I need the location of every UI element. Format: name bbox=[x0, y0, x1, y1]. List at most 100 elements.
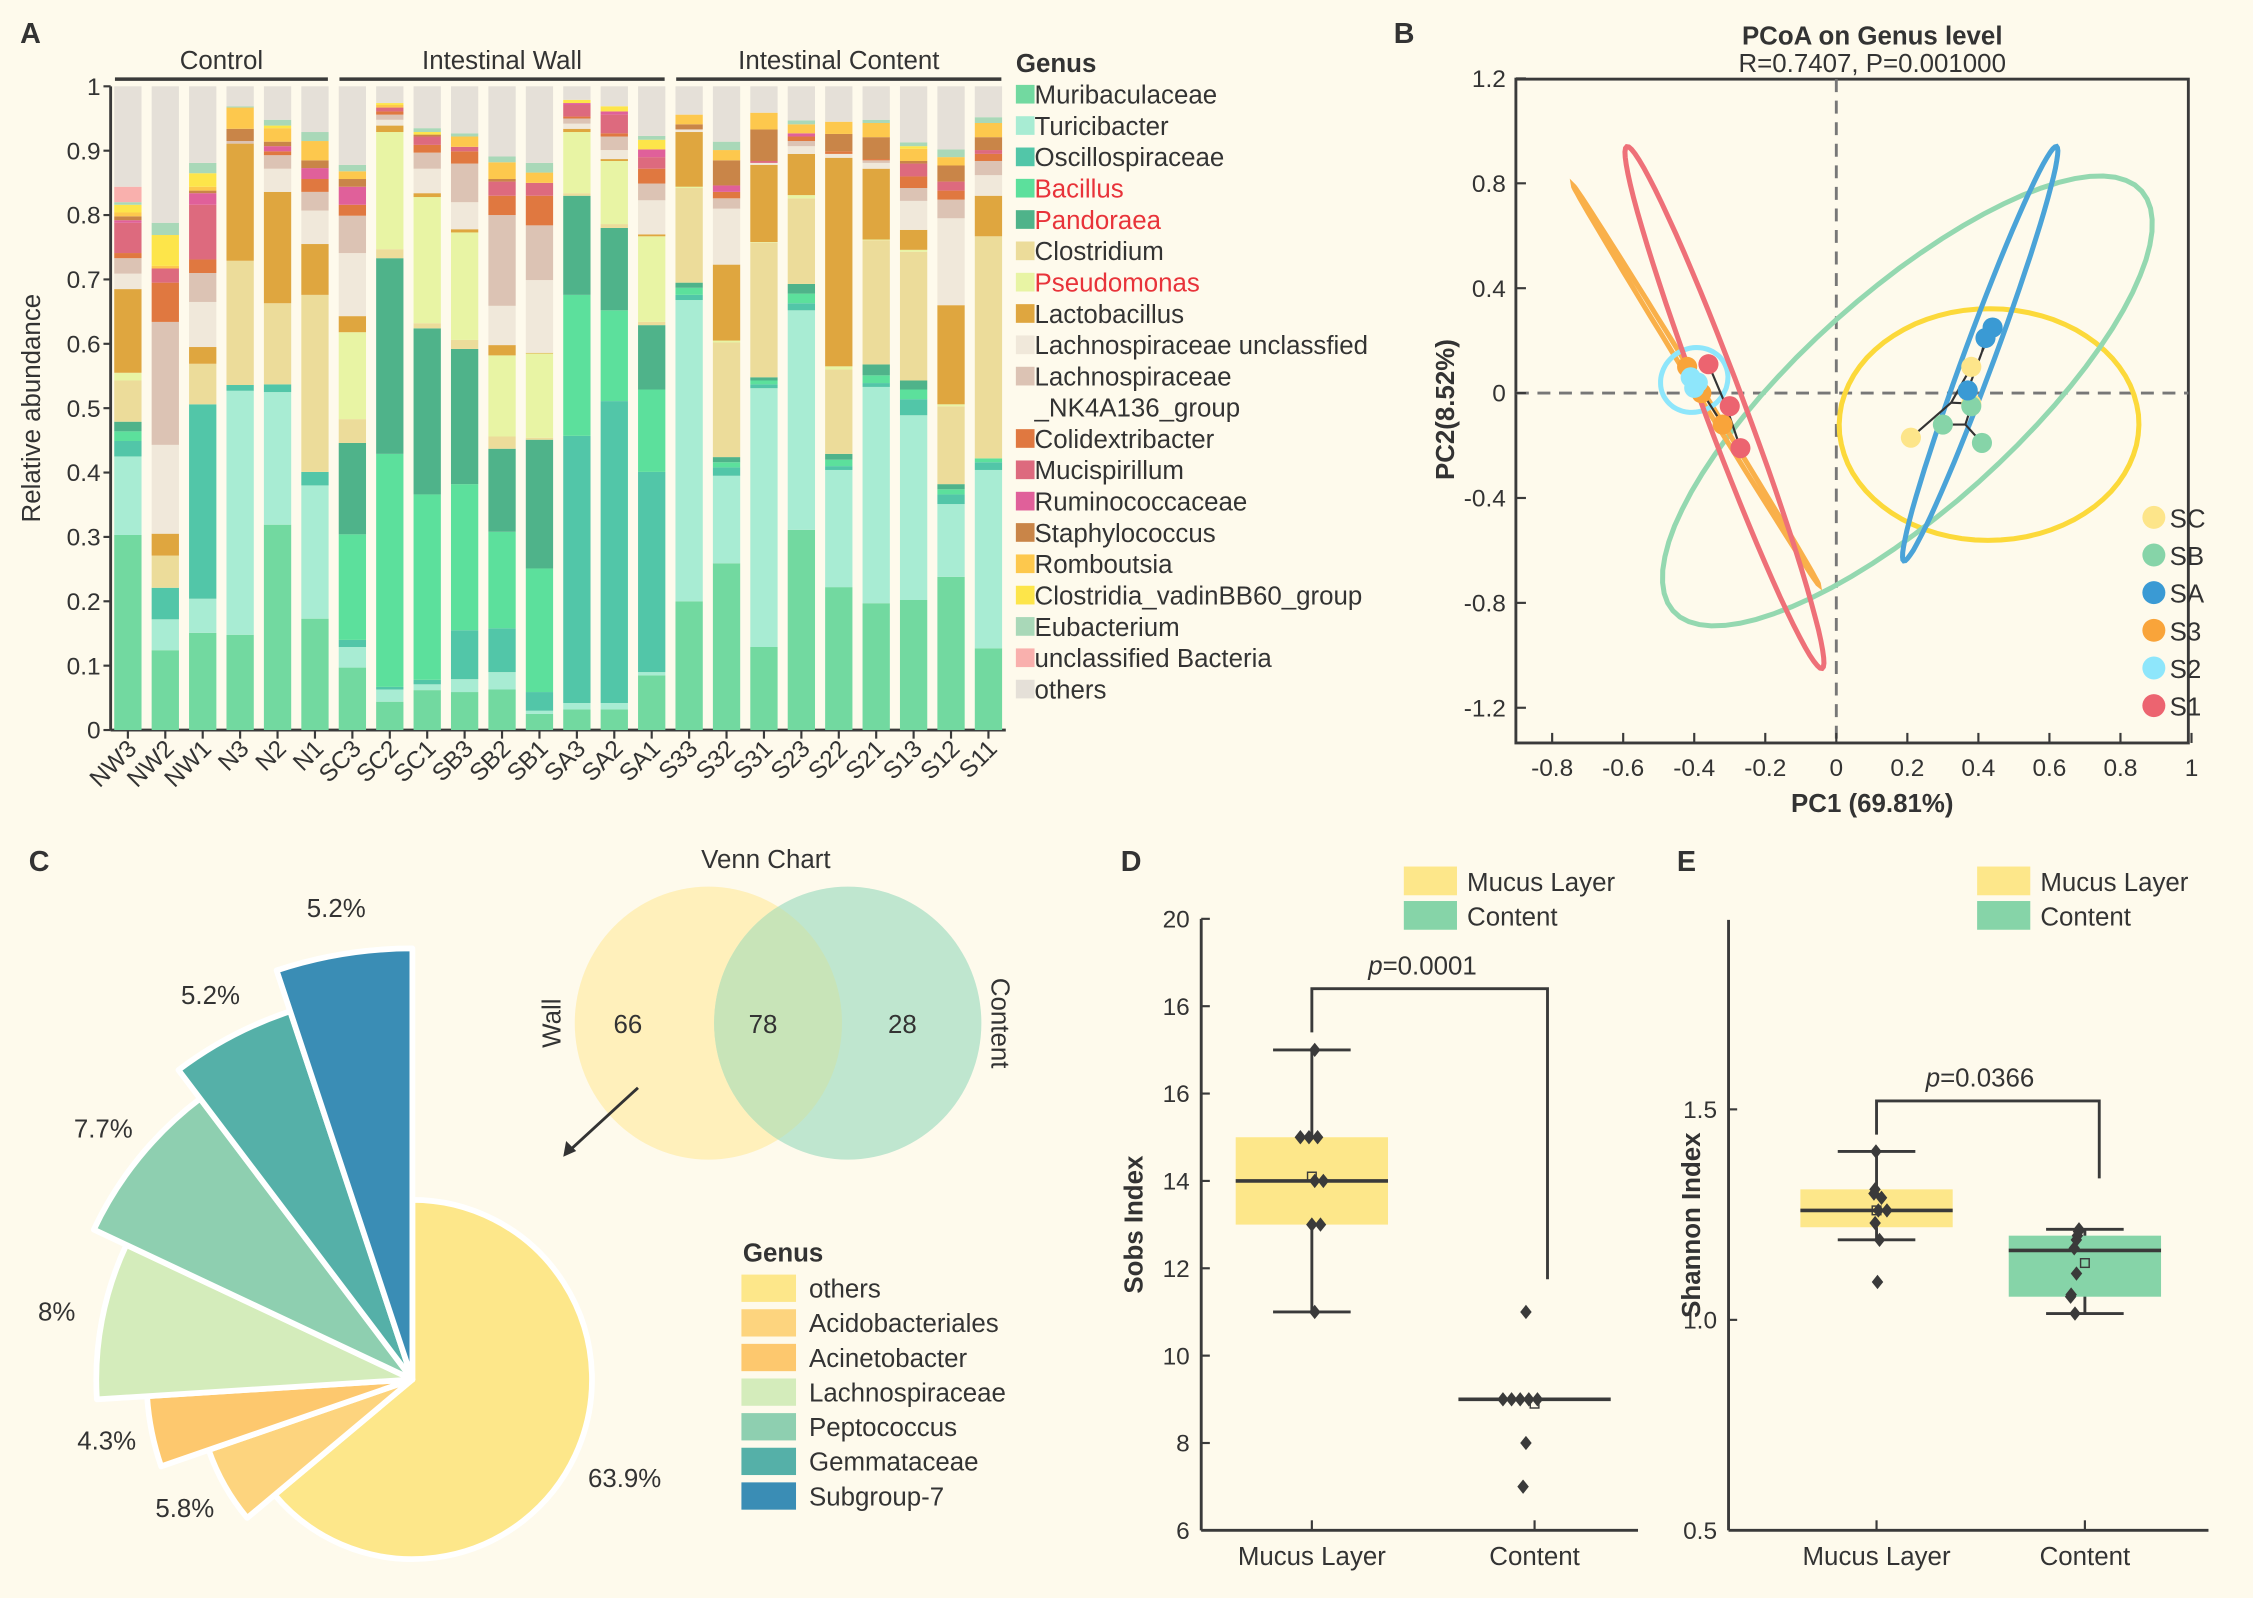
bar-segment bbox=[937, 86, 965, 150]
bar-segment bbox=[525, 710, 554, 714]
bar-segment bbox=[226, 106, 254, 108]
y-axis-label: PC2(8.52%) bbox=[1432, 339, 1460, 480]
bar-segment bbox=[974, 123, 1003, 138]
legend-item: Turicibacter bbox=[1015, 113, 1170, 141]
legend-label: Gemmataceae bbox=[809, 1449, 979, 1477]
p-value: =0.0366 bbox=[1940, 1065, 2034, 1093]
bar-SB2 bbox=[488, 86, 516, 731]
y-tick-label: 0.9 bbox=[67, 138, 101, 165]
legend-label: Mucus Layer bbox=[1467, 869, 1615, 897]
slice-label: 8% bbox=[38, 1298, 75, 1326]
legend-item: Bacillus bbox=[1015, 176, 1124, 204]
bar-segment bbox=[787, 120, 816, 125]
bar-segment bbox=[413, 684, 441, 691]
bar-segment bbox=[151, 650, 179, 731]
bar-segment bbox=[413, 193, 441, 198]
bar-segment bbox=[114, 186, 142, 203]
bar-segment bbox=[974, 195, 1003, 237]
bar-segment bbox=[301, 485, 329, 619]
legend-swatch bbox=[1015, 585, 1035, 605]
bar-segment bbox=[787, 146, 816, 154]
bar-segment bbox=[638, 672, 666, 676]
bar-S22 bbox=[825, 86, 853, 731]
bar-segment bbox=[600, 136, 628, 151]
bar-segment bbox=[263, 151, 292, 156]
bar-segment bbox=[937, 181, 965, 191]
legend-item: Colidextribacter bbox=[1015, 426, 1215, 454]
bar-segment bbox=[899, 389, 928, 400]
legend-item: Romboutsia bbox=[1015, 551, 1173, 579]
group-label: Intestinal Wall bbox=[422, 47, 582, 75]
bar-segment bbox=[488, 448, 516, 532]
bar-segment bbox=[899, 251, 928, 381]
legend-label: Peptococcus bbox=[809, 1414, 957, 1442]
bar-segment bbox=[638, 200, 666, 235]
point-S2 bbox=[1684, 377, 1705, 398]
point-S1 bbox=[1698, 354, 1719, 375]
legend-item: Pandoraea bbox=[1015, 207, 1162, 235]
bar-segment bbox=[937, 576, 965, 731]
legend-swatch bbox=[1015, 335, 1035, 355]
bar-segment bbox=[600, 401, 628, 703]
bar-segment bbox=[638, 321, 666, 326]
bar-segment bbox=[376, 103, 404, 105]
group-label: Intestinal Content bbox=[738, 47, 939, 75]
legend-swatch bbox=[741, 1413, 797, 1441]
legend-label: Turicibacter bbox=[1035, 113, 1170, 141]
bar-segment bbox=[114, 204, 142, 213]
bar-segment bbox=[189, 193, 217, 205]
y-tick-label: 0.2 bbox=[67, 589, 101, 616]
mean-marker bbox=[1529, 1398, 1540, 1409]
bar-segment bbox=[114, 202, 142, 205]
bar-segment bbox=[563, 702, 591, 710]
legend-label: Eubacterium bbox=[1035, 614, 1180, 642]
bar-segment bbox=[937, 406, 965, 485]
bar-segment bbox=[488, 436, 516, 449]
legend-swatch bbox=[741, 1378, 797, 1406]
x-tick-label: -0.2 bbox=[1744, 755, 1786, 782]
legend-swatch bbox=[1015, 617, 1035, 636]
bar-segment bbox=[750, 160, 778, 163]
confidence-ellipse-S1 bbox=[1622, 143, 1827, 672]
venn-label-content: Content bbox=[985, 978, 1013, 1069]
y-tick-label: 8 bbox=[1176, 1431, 1190, 1458]
bar-segment bbox=[450, 146, 479, 152]
data-point bbox=[2068, 1241, 2080, 1256]
bar-segment bbox=[226, 384, 254, 391]
bar-segment bbox=[413, 323, 441, 329]
legend-label: Pseudomonas bbox=[1035, 270, 1200, 298]
bar-segment bbox=[750, 388, 778, 647]
bar-segment bbox=[413, 144, 441, 153]
bar-segment bbox=[787, 529, 816, 731]
bar-segment bbox=[301, 244, 329, 295]
bar-segment bbox=[376, 86, 404, 104]
point-SB bbox=[1971, 432, 1992, 453]
bar-segment bbox=[600, 224, 628, 228]
x-tick-label: 0.2 bbox=[1890, 755, 1924, 782]
y-tick-label: 16 bbox=[1163, 994, 1190, 1021]
bar-segment bbox=[899, 200, 928, 230]
bar-segment bbox=[338, 253, 367, 317]
bar-segment bbox=[151, 321, 179, 445]
bar-segment bbox=[376, 111, 404, 115]
bar-segment bbox=[974, 153, 1003, 161]
bar-segment bbox=[862, 364, 890, 376]
bar-segment bbox=[675, 132, 703, 187]
bar-segment bbox=[226, 128, 254, 142]
point-SC bbox=[1900, 427, 1921, 448]
bar-segment bbox=[899, 163, 928, 177]
legend-swatch bbox=[1015, 366, 1035, 386]
data-point bbox=[1497, 1392, 1509, 1407]
bar-segment bbox=[263, 141, 292, 147]
y-tick-label: 1.5 bbox=[1683, 1097, 1717, 1124]
bar-S33 bbox=[675, 86, 703, 731]
bar-segment bbox=[750, 164, 778, 243]
bar-segment bbox=[750, 242, 778, 378]
panel-label-e: E bbox=[1677, 846, 1696, 878]
box-mucus-layer bbox=[1235, 1042, 1389, 1320]
bar-segment bbox=[301, 191, 329, 211]
bar-segment bbox=[263, 384, 292, 393]
bar-segment bbox=[114, 220, 142, 223]
venn-chart: Venn Chart 66 78 28 Wall Content bbox=[538, 846, 1013, 1160]
